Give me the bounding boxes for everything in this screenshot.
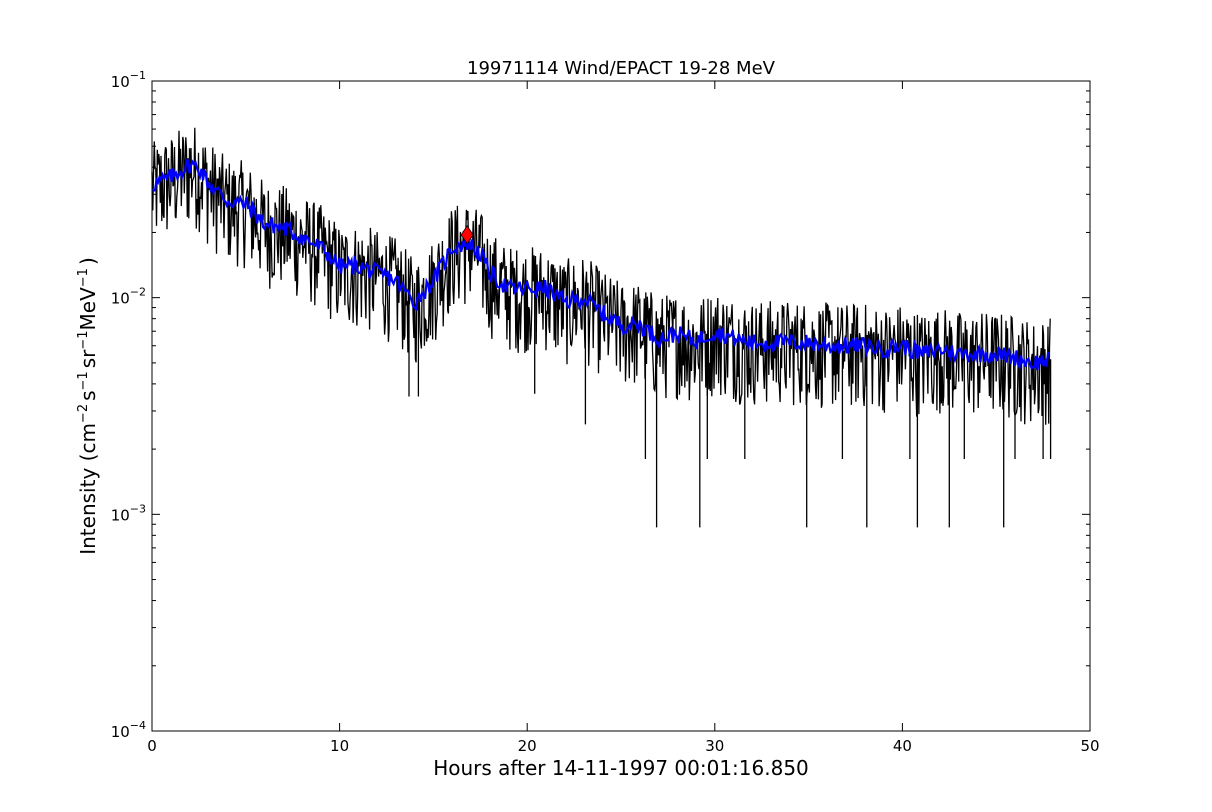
x-axis: 0 10 20 30 40 50 [147,81,1100,755]
y-label-exp-sr: −1 [76,330,91,349]
x-tick-label: 50 [1080,737,1099,755]
y-label-sr: sr [76,349,100,368]
x-tick-label: 10 [330,737,349,755]
y-tick-label: 10−2 [111,286,146,308]
x-tick-label: 20 [518,737,537,755]
y-label-exp-mev: −1 [76,268,91,287]
smoothed-intensity-line [151,158,1050,371]
y-label-suffix: ) [76,257,100,265]
x-tick-label: 30 [705,737,724,755]
raw-intensity-line [151,127,1051,425]
chart-title: 19971114 Wind/EPACT 19-28 MeV [467,58,776,79]
y-label-exp-cm: −2 [76,404,91,423]
y-tick-label: 10−1 [111,69,146,91]
plot-frame [151,80,1091,732]
onset-marker [460,225,474,245]
plot-area [151,127,1052,528]
y-tick-label: 10−4 [111,719,146,741]
x-tick-label: 0 [147,737,157,755]
y-axis-label: Intensity (cm−2s−1sr−1MeV−1) [76,257,100,555]
y-tick-label: 10−3 [111,502,146,524]
y-label-prefix: Intensity (cm [76,423,100,555]
x-tick-label: 40 [893,737,912,755]
x-axis-label: Hours after 14-11-1997 00:01:16.850 [433,756,809,780]
y-label-s: s [76,390,100,400]
y-label-exp-s: −1 [76,371,91,390]
y-label-mev: MeV [76,287,100,331]
y-axis: 10−4 10−3 10−2 10−1 [111,69,1090,741]
